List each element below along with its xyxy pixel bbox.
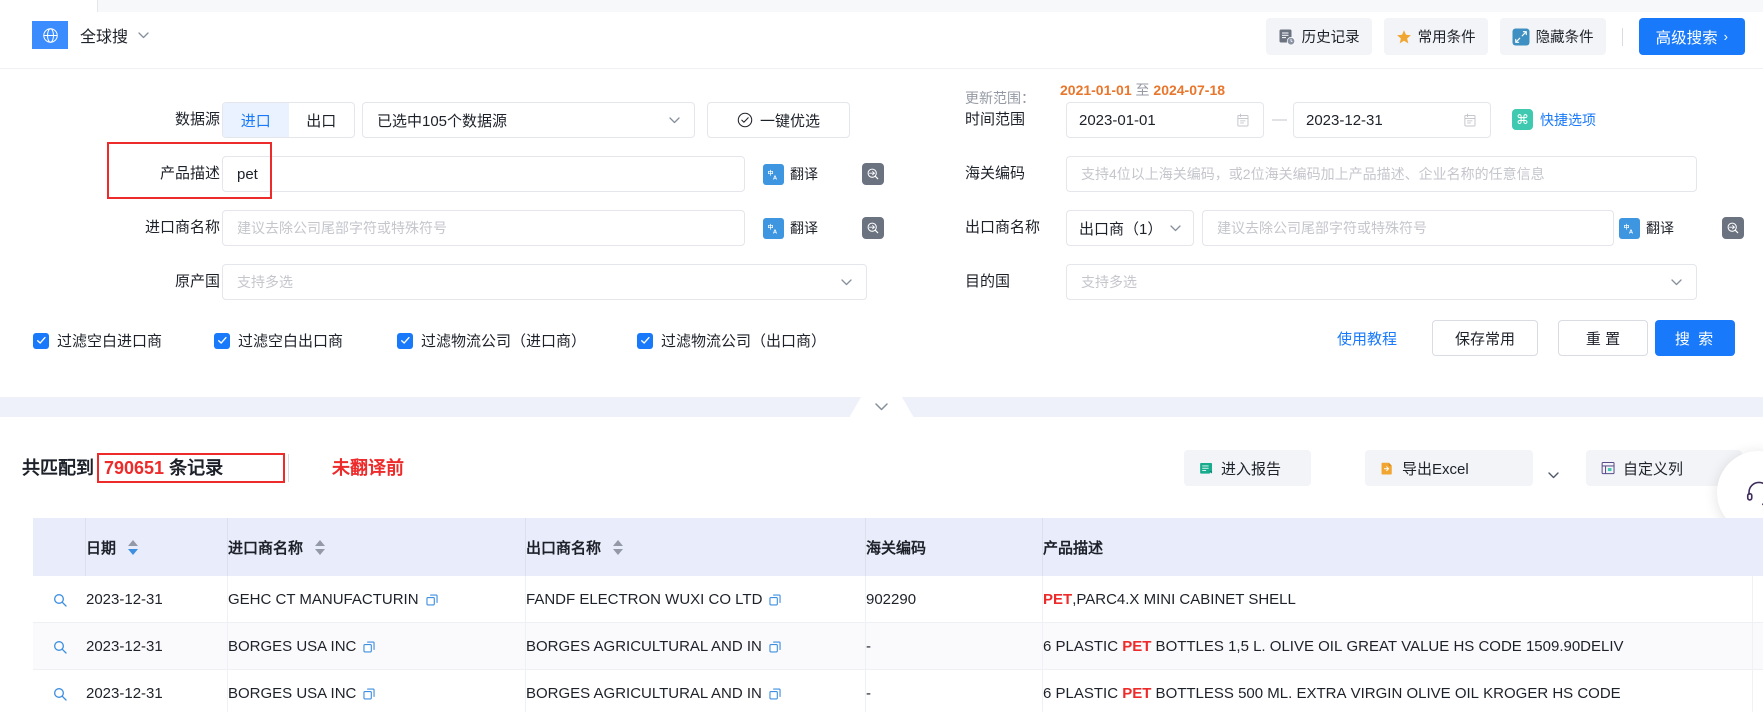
svg-text:A: A <box>773 175 778 180</box>
svg-text:A: A <box>773 229 778 234</box>
svg-text:A: A <box>1629 229 1634 234</box>
